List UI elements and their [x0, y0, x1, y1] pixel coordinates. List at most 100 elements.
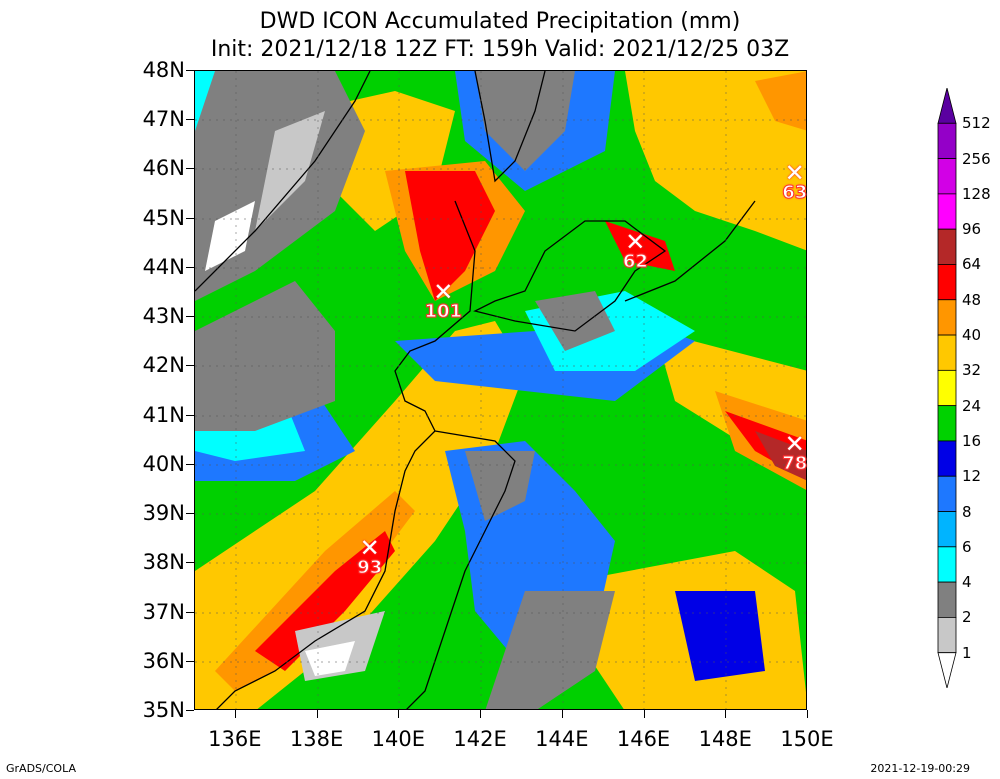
- lat-label: 35N: [142, 698, 185, 722]
- lon-tick: [725, 710, 727, 718]
- lat-tick: [186, 217, 194, 219]
- marker-value: 62: [622, 251, 648, 273]
- lat-tick: [186, 266, 194, 268]
- colorbar-segment: [937, 122, 957, 159]
- grid: [195, 71, 806, 709]
- max-marker: ✕ 101: [413, 277, 473, 322]
- marker-value: 101: [424, 300, 463, 322]
- lon-label: 146E: [616, 727, 671, 751]
- precipitation-map: [194, 70, 807, 710]
- lat-tick: [186, 660, 194, 662]
- lon-label: 150E: [780, 727, 834, 751]
- lon-tick: [480, 710, 482, 718]
- colorbar-label: 12: [962, 467, 982, 486]
- marker-x-icon: ✕: [784, 159, 805, 188]
- marker-value: 63: [782, 182, 808, 204]
- colorbar: [937, 88, 957, 688]
- colorbar-label: 1: [962, 643, 972, 662]
- colorbar-label: 64: [962, 255, 982, 274]
- lat-tick: [186, 365, 194, 367]
- lat-tick: [186, 70, 194, 71]
- colorbar-label: 256: [962, 149, 991, 168]
- colorbar-segment: [937, 88, 957, 124]
- lat-label: 48N: [142, 58, 185, 82]
- lat-label: 38N: [142, 550, 185, 575]
- lon-label: 140E: [371, 727, 425, 751]
- lat-label: 36N: [142, 648, 185, 673]
- lat-label: 44N: [142, 254, 185, 279]
- lat-label: 46N: [142, 156, 185, 181]
- marker-value: 93: [357, 556, 383, 578]
- colorbar-label: 2: [962, 608, 972, 627]
- lat-tick: [186, 513, 194, 515]
- lat-tick: [186, 168, 194, 170]
- colorbar-segment: [937, 546, 957, 583]
- lat-label: 37N: [142, 599, 185, 624]
- lon-tick: [316, 710, 318, 718]
- lat-label: 40N: [142, 451, 185, 476]
- colorbar-label: 6: [962, 537, 972, 556]
- lon-label: 138E: [289, 727, 344, 751]
- coastlines: [195, 71, 756, 709]
- colorbar-segment: [937, 617, 957, 654]
- colorbar-label: 8: [962, 502, 972, 521]
- marker-value: 78: [782, 453, 808, 475]
- colorbar-label: 4: [962, 573, 972, 592]
- colorbar-label: 24: [962, 396, 982, 415]
- lat-label: 45N: [142, 205, 185, 230]
- colorbar-label: 16: [962, 431, 982, 450]
- marker-x-icon: ✕: [784, 430, 805, 459]
- colorbar-label: 128: [962, 184, 991, 203]
- lon-tick: [234, 710, 236, 718]
- colorbar-label: 32: [962, 361, 982, 380]
- lon-tick: [807, 710, 808, 718]
- lat-tick: [186, 562, 194, 564]
- lat-label: 43N: [142, 304, 185, 329]
- lon-label: 144E: [535, 727, 589, 751]
- lat-tick: [186, 710, 194, 711]
- colorbar-segment: [937, 193, 957, 230]
- lat-tick: [186, 316, 194, 318]
- footer-credit: GrADS/COLA: [6, 762, 76, 775]
- lat-tick: [186, 463, 194, 465]
- map-title: DWD ICON Accumulated Precipitation (mm): [259, 9, 741, 34]
- precipitation-field: [195, 71, 806, 709]
- lat-tick: [186, 611, 194, 613]
- colorbar-segment: [937, 369, 957, 407]
- lon-tick: [643, 710, 645, 718]
- lon-label: 136E: [208, 727, 262, 751]
- lon-label: 142E: [453, 727, 507, 751]
- max-marker: ✕ 62: [605, 228, 665, 273]
- lat-label: 39N: [142, 501, 185, 526]
- colorbar-segment: [937, 264, 957, 301]
- lat-label: 42N: [142, 353, 185, 378]
- marker-x-icon: ✕: [625, 228, 646, 257]
- lat-tick: [186, 119, 194, 121]
- colorbar-label: 512: [962, 114, 991, 133]
- max-marker: ✕ 93: [340, 533, 400, 578]
- max-marker: ✕ 63: [765, 159, 825, 204]
- colorbar-segment: [937, 334, 957, 371]
- lat-label: 47N: [142, 107, 185, 132]
- colorbar-segment: [937, 405, 957, 442]
- colorbar-segment: [937, 158, 957, 195]
- lon-tick: [561, 710, 563, 718]
- colorbar-segment: [937, 440, 957, 477]
- colorbar-label: 48: [962, 290, 982, 309]
- map-subtitle: Init: 2021/12/18 12Z FT: 159h Valid: 202…: [210, 37, 790, 62]
- marker-x-icon: ✕: [433, 277, 454, 306]
- colorbar-segment: [937, 228, 957, 265]
- colorbar-segment: [937, 652, 957, 688]
- colorbar-label: 40: [962, 326, 982, 345]
- max-marker: ✕ 78: [765, 430, 825, 475]
- footer-timestamp: 2021-12-19-00:29: [870, 762, 970, 775]
- precip-regions: [195, 71, 806, 709]
- lon-label: 148E: [698, 727, 752, 751]
- lon-tick: [398, 710, 400, 718]
- colorbar-segment: [937, 511, 957, 548]
- lat-tick: [186, 414, 194, 416]
- colorbar-label: 96: [962, 220, 982, 239]
- colorbar-segment: [937, 475, 957, 512]
- colorbar-segment: [937, 299, 957, 336]
- marker-x-icon: ✕: [359, 533, 380, 562]
